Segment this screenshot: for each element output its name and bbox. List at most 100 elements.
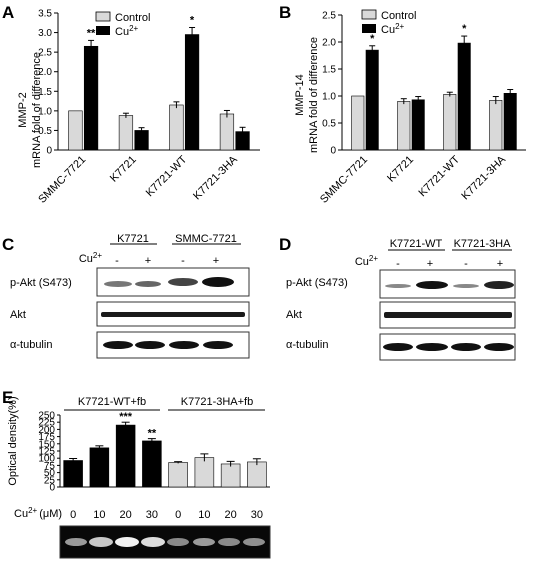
blot-c-group-smmc7721: SMMC-7721 <box>175 233 237 245</box>
chart-b-ytick-label: 0 <box>330 146 336 157</box>
chart-b-category-label: K7721 <box>385 154 416 185</box>
blot-d-band-tub-2 <box>416 343 448 351</box>
blot-c-band-akt <box>101 312 245 317</box>
chart-b-bar <box>365 49 379 151</box>
chart-a-mmp2: MMP-2 mRNA fold of difference Control Cu… <box>17 9 260 206</box>
blot-c-row-label-akt: Akt <box>10 309 26 321</box>
chart-e-xlabel: Cu2+ (μM) <box>14 506 62 520</box>
chart-e-category-label: 10 <box>198 509 210 521</box>
blot-c-lane-3: - <box>181 255 185 267</box>
chart-e-ytick-label: 100 <box>38 454 55 465</box>
blot-d-row-label-pakt: p-Akt (S473) <box>286 277 348 289</box>
western-blot-d: K7721-WT K7721-3HA Cu2+ - + - + p-Akt (S… <box>286 238 516 361</box>
chart-a-ylabel-line1: MMP-2 <box>17 92 29 127</box>
legend-swatch-control <box>95 11 111 22</box>
chart-a-bar <box>169 104 184 151</box>
chart-b-category-label: K7721-WT <box>416 153 462 199</box>
chart-a-ytick-label: 2.0 <box>38 67 52 78</box>
chart-e-bar <box>220 463 241 488</box>
chart-b-bar <box>457 42 471 151</box>
blot-d-lane-1: - <box>396 258 400 270</box>
chart-a-bar <box>134 130 149 151</box>
gel-band-7 <box>218 538 240 546</box>
blot-d-band-akt <box>384 312 512 318</box>
chart-e-significance: *** <box>119 411 133 423</box>
chart-e-ytick-label: 250 <box>38 411 55 422</box>
blot-c-lane-1: - <box>115 255 119 267</box>
chart-e-bar <box>194 457 215 488</box>
blot-d-band-tub-4 <box>484 343 514 351</box>
blot-d-band-pakt-3 <box>453 284 479 288</box>
chart-b-significance: * <box>370 33 375 45</box>
chart-a-ytick-label: 0 <box>46 146 52 157</box>
chart-e-ytick-label: 175 <box>38 432 55 443</box>
legend-label-control: Control <box>381 10 416 22</box>
chart-b-bar <box>351 95 365 151</box>
chart-e-ytick-label: 200 <box>38 425 55 436</box>
chart-a-bar <box>219 113 235 151</box>
chart-a-ytick-label: 1.0 <box>38 106 52 117</box>
chart-a-significance: * <box>190 14 195 26</box>
chart-e-ytick-label: 0 <box>49 483 55 494</box>
chart-e-bar <box>247 461 267 488</box>
chart-a-legend: Control Cu2+ <box>95 11 150 38</box>
blot-c-band-tub-2 <box>135 341 165 349</box>
blot-c-band-pakt-3 <box>168 278 198 286</box>
gel-band-8 <box>243 538 265 546</box>
chart-a-bar <box>68 110 83 151</box>
panel-label-c: C <box>2 235 14 254</box>
chart-e-bar <box>63 460 83 488</box>
blot-c-band-tub-1 <box>103 341 133 349</box>
blot-d-band-pakt-4 <box>484 281 514 289</box>
chart-b-significance: * <box>462 23 467 35</box>
chart-a-ytick-label: 2.5 <box>38 48 52 59</box>
chart-e-ytick-label: 125 <box>38 447 55 458</box>
panel-label-d: D <box>279 235 291 254</box>
chart-b-category-label: SMMC-7721 <box>318 154 370 206</box>
blot-d-lane-4: + <box>497 258 503 270</box>
chart-a-bar <box>118 115 134 151</box>
chart-e-category-label: 0 <box>175 509 181 521</box>
chart-e-category-label: 30 <box>146 509 158 521</box>
chart-b-legend: Control Cu2+ <box>361 9 416 36</box>
chart-e-category-label: 10 <box>93 509 105 521</box>
chart-a-ytick-label: 3.5 <box>38 9 52 20</box>
blot-d-lane-3: - <box>464 258 468 270</box>
panel-label-e: E <box>2 388 13 407</box>
chart-e-ytick-label: 150 <box>38 439 55 450</box>
blot-c-band-pakt-4 <box>202 277 234 287</box>
panel-label-b: B <box>279 3 291 22</box>
chart-a-ytick-label: 0.5 <box>38 126 52 137</box>
blot-d-lane-2: + <box>427 258 433 270</box>
chart-b-bar <box>503 93 517 151</box>
chart-b-category-label: K7721-3HA <box>459 153 508 202</box>
chart-e-significance: ** <box>148 428 157 440</box>
blot-d-cu-label: Cu2+ <box>355 254 379 268</box>
chart-a-ytick-label: 1.5 <box>38 87 52 98</box>
gel-band-4 <box>141 537 165 547</box>
blot-c-cu-label: Cu2+ <box>79 251 103 265</box>
chart-b-ylabel-line1: MMP-14 <box>294 74 306 116</box>
chart-e-ytick-label: 25 <box>44 475 56 486</box>
chart-e-category-label: 20 <box>225 509 237 521</box>
chart-b-mmp14: MMP-14 mRNA fold of difference Control C… <box>294 9 526 206</box>
gel-band-3 <box>115 537 139 547</box>
chart-e-category-label: 0 <box>70 509 76 521</box>
chart-e-category-label: 30 <box>251 509 263 521</box>
legend-swatch-cu <box>362 24 376 33</box>
chart-e-ytick-label: 75 <box>44 461 56 472</box>
blot-c-group-k7721: K7721 <box>117 233 149 245</box>
chart-e-group-3ha: K7721-3HA+fb <box>181 396 253 408</box>
chart-a-category-label: SMMC-7721 <box>36 154 88 206</box>
gel-band-6 <box>193 538 215 546</box>
chart-b-ytick-label: 2.0 <box>322 38 336 49</box>
chart-e-optical-density: Optical density(%) K7721-WT+fb K7721-3HA… <box>7 396 271 559</box>
chart-e-ylabel: Optical density(%) <box>7 396 19 485</box>
blot-d-band-pakt-1 <box>385 284 411 288</box>
chart-a-bar <box>184 34 200 151</box>
chart-b-bar <box>489 100 503 151</box>
blot-d-group-3ha: K7721-3HA <box>454 238 512 250</box>
panel-label-a: A <box>2 3 14 22</box>
blot-d-band-tub-3 <box>451 343 481 351</box>
